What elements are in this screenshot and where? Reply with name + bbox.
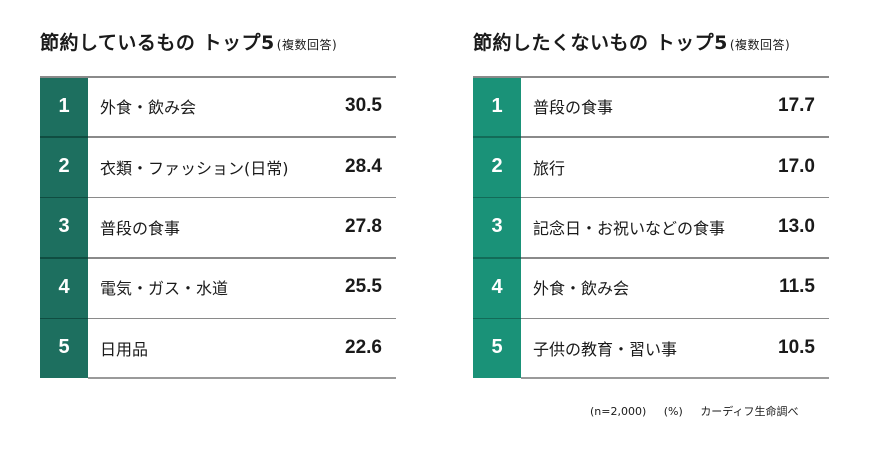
item-label: 日用品	[100, 339, 149, 359]
row-divider	[40, 136, 396, 138]
rank-badge: 4	[473, 257, 521, 318]
row-divider	[473, 76, 829, 78]
footnote: (n=2,000) (%) カーディフ生命調べ	[590, 403, 799, 419]
rank-badge: 1	[473, 76, 521, 137]
source-label: カーディフ生命調べ	[700, 405, 799, 418]
rank-badge: 1	[40, 76, 88, 137]
item-value: 17.0	[778, 155, 815, 177]
row-divider-rank	[473, 136, 521, 138]
table-row: 2 旅行 17.0	[473, 136, 829, 197]
item-value: 13.0	[778, 215, 815, 237]
row-divider	[40, 196, 396, 199]
unit-label: (%)	[663, 405, 683, 418]
row-divider	[40, 317, 396, 320]
item-label: 外食・飲み会	[100, 98, 197, 118]
item-label: 普段の食事	[533, 98, 614, 118]
item-value: 27.8	[345, 215, 382, 237]
row-divider-rank	[473, 196, 521, 199]
table-row: 1 普段の食事 17.7	[473, 76, 829, 137]
table-bottom-border	[521, 376, 829, 379]
title-subtitle: (複数回答)	[276, 38, 338, 52]
item-value: 10.5	[778, 336, 815, 358]
rank-badge: 3	[473, 196, 521, 258]
table-row: 1 外食・飲み会 30.5	[40, 76, 396, 137]
rank-badge: 3	[40, 196, 88, 258]
row-divider-rank	[40, 257, 88, 259]
table-row: 3 普段の食事 27.8	[40, 196, 396, 258]
ranking-table: 1 普段の食事 17.7 2 旅行 17.0 3 記念日・お祝いなどの食事 13…	[473, 76, 829, 379]
item-value: 17.7	[778, 95, 815, 117]
item-value: 25.5	[345, 276, 382, 298]
row-divider-rank	[40, 317, 88, 320]
row-divider	[40, 257, 396, 259]
table-row: 2 衣類・ファッション(日常) 28.4	[40, 136, 396, 197]
panel-title: 節約したくないもの トップ5 (複数回答)	[473, 28, 790, 55]
item-label: 普段の食事	[100, 218, 181, 238]
row-divider	[40, 76, 396, 78]
table-row: 5 子供の教育・習い事 10.5	[473, 317, 829, 379]
table-row: 5 日用品 22.6	[40, 317, 396, 379]
table-bottom-border	[88, 376, 396, 379]
item-label: 電気・ガス・水道	[100, 279, 229, 299]
item-label: 衣類・ファッション(日常)	[100, 158, 289, 178]
row-divider-rank	[473, 317, 521, 320]
table-row: 3 記念日・お祝いなどの食事 13.0	[473, 196, 829, 258]
rank-badge: 5	[40, 317, 88, 378]
table-row: 4 電気・ガス・水道 25.5	[40, 257, 396, 318]
row-divider	[473, 317, 829, 320]
title-text: 節約したくないもの トップ5	[473, 32, 728, 54]
item-value: 28.4	[345, 155, 382, 177]
rank-badge: 2	[40, 136, 88, 197]
row-divider-rank	[40, 196, 88, 199]
row-divider	[473, 257, 829, 259]
row-divider-rank	[473, 257, 521, 259]
rank-badge: 2	[473, 136, 521, 197]
item-label: 子供の教育・習い事	[533, 339, 678, 359]
panel-title: 節約しているもの トップ5 (複数回答)	[40, 28, 337, 55]
sample-size: (n=2,000)	[590, 405, 647, 418]
ranking-table: 1 外食・飲み会 30.5 2 衣類・ファッション(日常) 28.4 3 普段の…	[40, 76, 396, 379]
item-value: 11.5	[779, 276, 815, 298]
row-divider	[473, 136, 829, 138]
row-divider-rank	[40, 136, 88, 138]
item-value: 30.5	[345, 95, 382, 117]
item-value: 22.6	[345, 336, 382, 358]
title-text: 節約しているもの トップ5	[40, 32, 275, 54]
item-label: 外食・飲み会	[533, 279, 630, 299]
rank-badge: 5	[473, 317, 521, 378]
table-row: 4 外食・飲み会 11.5	[473, 257, 829, 318]
title-subtitle: (複数回答)	[729, 38, 791, 52]
item-label: 記念日・お祝いなどの食事	[533, 218, 726, 238]
item-label: 旅行	[533, 158, 566, 178]
rank-badge: 4	[40, 257, 88, 318]
row-divider	[473, 196, 829, 199]
